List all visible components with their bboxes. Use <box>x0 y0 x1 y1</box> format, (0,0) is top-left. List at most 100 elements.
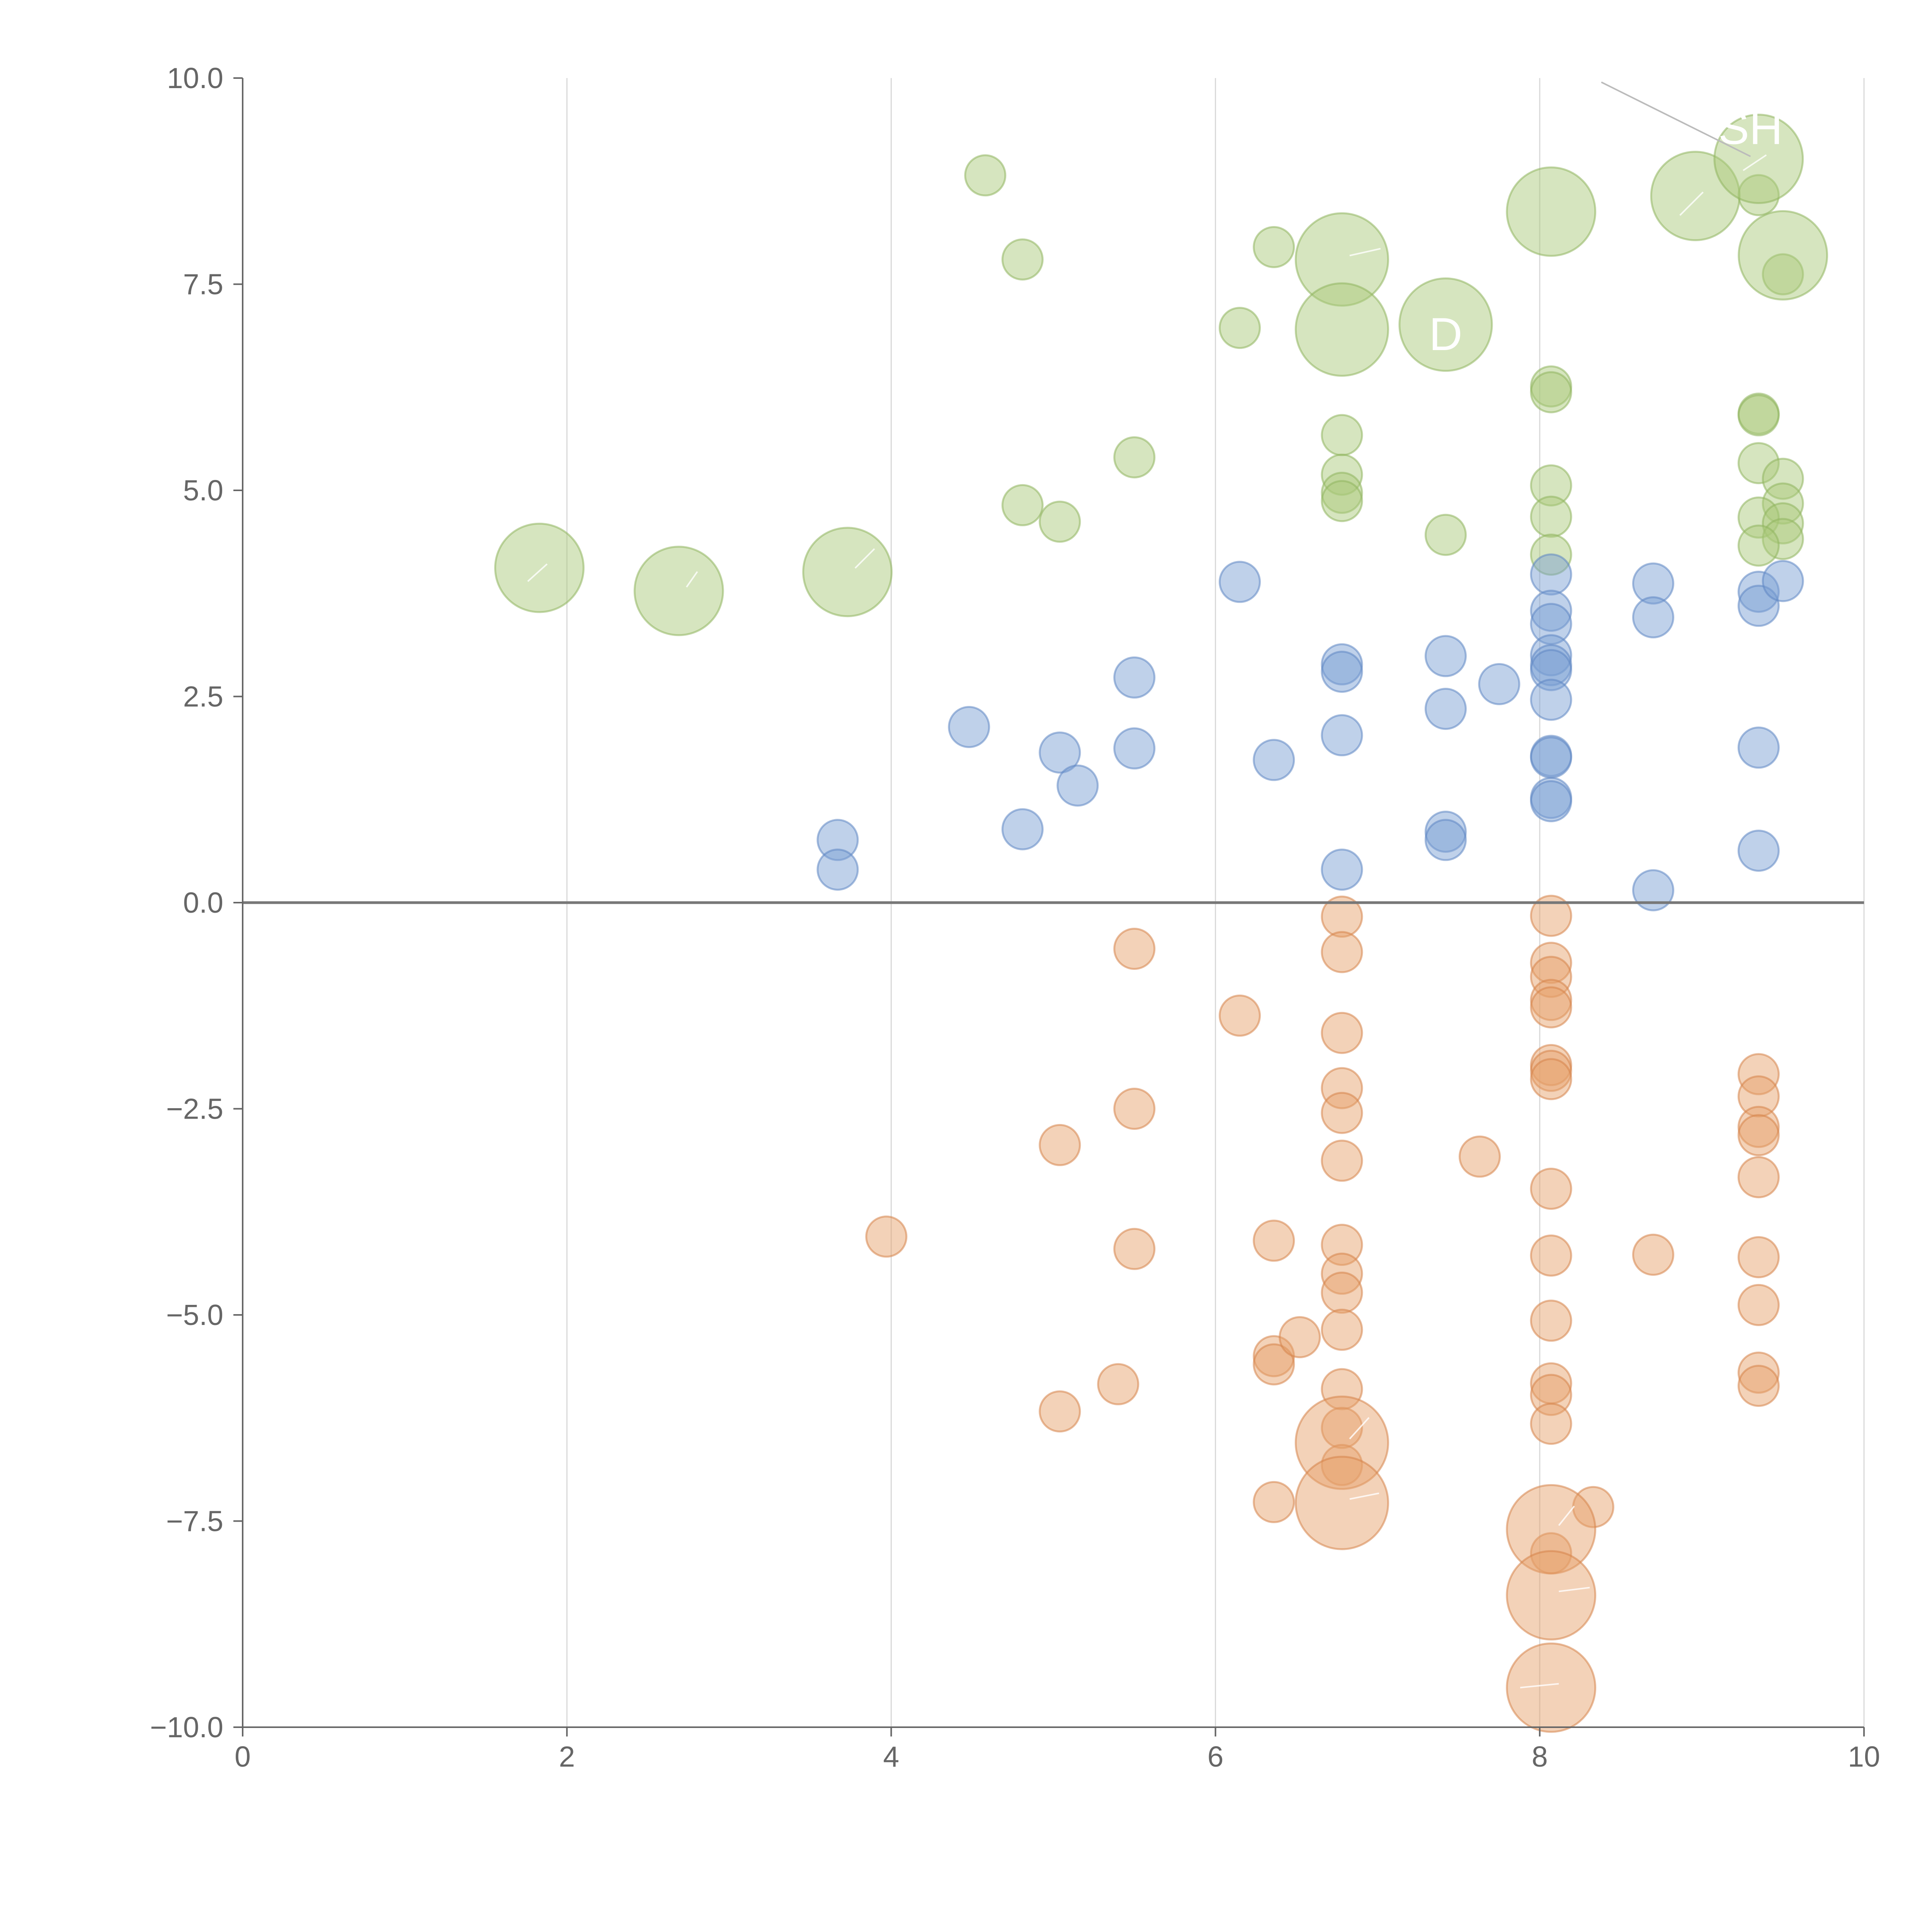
leader-line <box>1743 154 1767 171</box>
data-point-orange <box>1506 1642 1597 1733</box>
data-point-green <box>1219 307 1261 349</box>
data-point-orange <box>1530 895 1572 937</box>
data-point-orange <box>1253 1481 1295 1523</box>
data-point-green <box>1530 464 1572 507</box>
data-point-blue <box>1762 560 1804 602</box>
leader-line <box>1558 1505 1575 1526</box>
data-point-green <box>1398 277 1493 372</box>
data-point-orange <box>1530 942 1572 984</box>
label-layer: D SH <box>1429 102 1783 360</box>
y-tick-label: −7.5 <box>166 1505 223 1537</box>
data-point-orange <box>1321 1139 1363 1182</box>
data-point-green <box>1321 454 1363 496</box>
y-tick-label: 10.0 <box>167 62 223 94</box>
y-tick-label: −2.5 <box>166 1093 223 1125</box>
data-point-orange <box>1321 1067 1363 1109</box>
data-point-orange <box>1321 1308 1363 1351</box>
data-point-blue <box>1424 819 1467 861</box>
data-point-orange <box>1039 1124 1081 1166</box>
data-point-blue <box>1039 731 1081 774</box>
data-point-orange <box>1530 1168 1572 1210</box>
axes-layer: 10.0 7.5 5.0 2.5 0.0 −2.5 −5.0 −7.5 −10.0 0 2 4 6 8 10 <box>150 62 1880 1773</box>
data-point-blue <box>1478 663 1520 705</box>
data-point-orange <box>1294 1456 1389 1550</box>
data-point-orange <box>1459 1135 1501 1178</box>
data-point-blue <box>1219 561 1261 603</box>
data-point-orange <box>1294 1395 1389 1490</box>
x-tick-label: 4 <box>883 1740 900 1773</box>
data-point-blue <box>1530 634 1572 677</box>
data-point-green <box>1294 282 1389 377</box>
y-tick-label: 2.5 <box>183 680 223 713</box>
data-point-green <box>1506 166 1597 257</box>
data-point-blue <box>1737 830 1780 872</box>
data-point-blue <box>1632 562 1674 605</box>
data-point-green <box>1001 238 1044 281</box>
data-point-blue <box>1530 649 1572 691</box>
data-point-orange <box>1737 1236 1780 1279</box>
data-point-green <box>1738 210 1828 301</box>
y-tick-label: −10.0 <box>150 1711 223 1743</box>
annotation-label: SH <box>1718 102 1783 154</box>
data-point-green <box>1737 174 1780 216</box>
data-point-orange <box>1530 1403 1572 1445</box>
data-point-orange <box>1321 1252 1363 1295</box>
data-point-orange <box>1737 1053 1780 1095</box>
data-point-blue <box>948 706 990 748</box>
leader-layer <box>527 81 1767 1689</box>
data-point-orange <box>1530 986 1572 1029</box>
data-point-orange <box>1219 994 1261 1037</box>
data-point-green <box>1762 502 1804 544</box>
leader-line <box>1349 1417 1370 1440</box>
leader-line <box>1558 1587 1590 1592</box>
data-point-orange <box>1737 1156 1780 1199</box>
data-point-blue <box>1424 688 1467 730</box>
data-point-green <box>1762 253 1804 296</box>
data-point-orange <box>1530 1374 1572 1416</box>
data-point-orange <box>1530 1234 1572 1277</box>
data-point-green <box>633 546 724 636</box>
data-point-blue <box>1530 553 1572 596</box>
annotation-leader-line <box>1601 81 1751 157</box>
x-tick-label: 10 <box>1848 1740 1880 1773</box>
data-point-orange <box>1279 1316 1321 1359</box>
data-point-blue <box>1632 869 1674 912</box>
data-point-orange <box>1113 1228 1156 1270</box>
data-point-blue <box>1737 726 1780 769</box>
data-point-green <box>1737 442 1780 485</box>
y-tick-label: −5.0 <box>166 1299 223 1331</box>
data-point-blue <box>1737 571 1780 613</box>
data-point-blue <box>1113 656 1156 699</box>
data-point-orange <box>1632 1233 1674 1276</box>
data-point-green <box>1737 394 1780 437</box>
data-point-green <box>1762 518 1804 560</box>
data-point-blue <box>816 819 859 861</box>
data-point-green <box>1294 212 1389 307</box>
data-point-orange <box>1737 1284 1780 1326</box>
data-point-green <box>1001 484 1044 526</box>
x-tick-label: 6 <box>1208 1740 1224 1773</box>
data-point-blue <box>1321 651 1363 693</box>
x-tick-label: 0 <box>235 1740 251 1773</box>
data-point-orange <box>1321 1224 1363 1266</box>
leader-line <box>1520 1683 1559 1689</box>
data-point-green <box>1424 514 1467 556</box>
leader-line <box>1349 248 1381 257</box>
x-tick-label: 2 <box>559 1740 575 1773</box>
data-point-orange <box>1321 1012 1363 1054</box>
leader-line <box>1349 1492 1379 1500</box>
data-point-orange <box>1097 1363 1139 1405</box>
data-point-orange <box>1253 1219 1295 1262</box>
y-tick-label: 5.0 <box>183 474 223 507</box>
data-point-green <box>802 527 893 617</box>
data-point-green <box>964 154 1007 197</box>
data-point-blue <box>1001 808 1044 850</box>
points-layer <box>494 114 1828 1733</box>
data-point-blue <box>1530 603 1572 645</box>
data-point-blue <box>1321 714 1363 757</box>
data-point-orange <box>1113 1088 1156 1130</box>
x-tick-label: 8 <box>1532 1740 1548 1773</box>
data-point-orange <box>1253 1343 1295 1386</box>
y-tick-label: 7.5 <box>183 268 223 301</box>
